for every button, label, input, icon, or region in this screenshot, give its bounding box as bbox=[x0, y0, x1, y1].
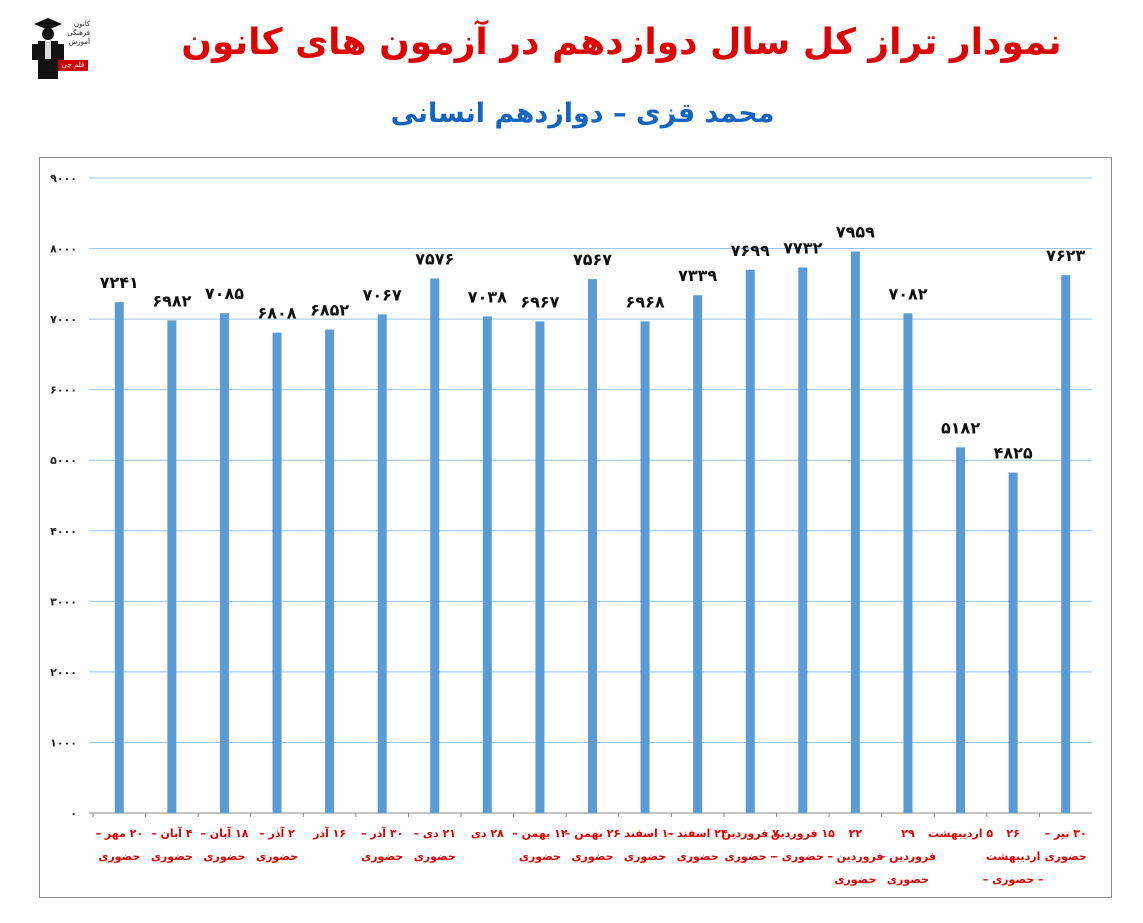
bar bbox=[640, 321, 650, 813]
bar bbox=[377, 314, 387, 813]
bar bbox=[167, 320, 177, 813]
data-label: ۵۱۸۲ bbox=[941, 418, 980, 437]
x-tick-label: حضوری bbox=[571, 850, 613, 863]
data-label: ۷۶۲۳ bbox=[1046, 246, 1085, 265]
x-tick-label: ۴ آبان – bbox=[151, 826, 193, 840]
chart-subtitle: محمد قزی – دوازدهم انسانی bbox=[390, 98, 775, 129]
x-tick-label: – حضوری – bbox=[983, 873, 1044, 886]
x-tick-label: حضوری bbox=[361, 850, 403, 863]
y-tick-label: ۷۰۰۰ bbox=[50, 313, 77, 326]
bar bbox=[482, 316, 492, 813]
bar bbox=[1061, 275, 1071, 813]
x-tick-label: حضوری bbox=[256, 850, 298, 863]
data-label: ۶۹۶۷ bbox=[520, 292, 559, 311]
data-label: ۷۲۴۱ bbox=[100, 273, 139, 292]
y-tick-label: ۳۰۰۰ bbox=[50, 595, 77, 608]
x-tick-label: ۱۸ آبان – bbox=[200, 826, 248, 840]
x-tick-label: حضوری bbox=[677, 850, 719, 863]
data-label: ۴۸۲۵ bbox=[994, 444, 1033, 463]
bar bbox=[219, 313, 229, 813]
y-tick-label: ۶۰۰۰ bbox=[50, 384, 77, 397]
logo-text: کانون فرهنگی آموزش bbox=[67, 20, 90, 46]
x-tick-label: ۲۲ bbox=[849, 827, 863, 840]
x-tick-label: ۱۲ بهمن – bbox=[512, 827, 568, 840]
chart-frame bbox=[39, 157, 1112, 898]
x-tick-label: ۲ آذر – bbox=[259, 826, 295, 840]
bar bbox=[1008, 472, 1018, 813]
y-tick-label: ۸۰۰۰ bbox=[50, 243, 77, 256]
x-tick-label: ۲۶ bbox=[1006, 827, 1019, 840]
data-label: ۷۵۶۷ bbox=[573, 250, 612, 269]
bar bbox=[745, 269, 755, 813]
x-tick-label: حضوری bbox=[1045, 850, 1087, 863]
x-tick-label: ۲۸ دی bbox=[471, 827, 504, 840]
data-label: ۷۰۸۲ bbox=[888, 284, 927, 303]
y-tick-label: ۰ bbox=[70, 807, 77, 820]
x-tick-label: اردیبهشت bbox=[986, 850, 1040, 863]
data-label: ۶۸۰۸ bbox=[257, 304, 296, 323]
bar bbox=[588, 279, 597, 814]
bar bbox=[798, 267, 808, 813]
x-tick-label: – حضوری – bbox=[772, 850, 833, 863]
x-tick-label: ۲۴ اسفند – bbox=[668, 827, 728, 840]
x-tick-label: ۷ فروردین bbox=[722, 827, 780, 840]
bar bbox=[272, 332, 282, 813]
data-label: ۷۰۳۸ bbox=[468, 287, 507, 306]
data-label: ۷۹۵۹ bbox=[836, 222, 875, 241]
logo-tag: قلم چی bbox=[58, 60, 88, 71]
x-tick-label: حضوری bbox=[414, 850, 456, 863]
x-tick-label: ۱۰ اسفند – bbox=[615, 827, 675, 840]
y-tick-label: ۹۰۰۰ bbox=[50, 172, 77, 185]
bar bbox=[693, 295, 703, 814]
x-tick-label: ۱۵ فروردین bbox=[771, 827, 835, 840]
bar bbox=[956, 447, 966, 813]
x-tick-label: ۲۹ bbox=[901, 827, 915, 840]
x-tick-label: حضوری bbox=[519, 850, 561, 863]
x-tick-label: حضوری bbox=[203, 850, 245, 863]
data-label: ۷۷۳۲ bbox=[783, 238, 822, 257]
y-tick-label: ۵۰۰۰ bbox=[50, 454, 77, 467]
bar bbox=[850, 251, 860, 813]
x-tick-label: ۵ اردیبهشت bbox=[928, 827, 993, 840]
x-tick-label: ۱۶ آذر bbox=[312, 826, 346, 840]
data-label: ۷۳۳۹ bbox=[678, 266, 717, 285]
data-label: ۶۹۶۸ bbox=[626, 292, 665, 311]
logo-figure-icon bbox=[32, 18, 64, 79]
data-label: ۷۰۸۵ bbox=[205, 284, 244, 303]
bar bbox=[325, 329, 335, 813]
x-tick-label: – حضوری bbox=[725, 850, 776, 863]
x-tick-label: حضوری bbox=[624, 850, 666, 863]
x-tick-label: ۲۶ بهمن – bbox=[565, 827, 620, 840]
bar bbox=[903, 313, 913, 813]
data-label: ۷۶۹۹ bbox=[731, 241, 770, 260]
y-tick-label: ۴۰۰۰ bbox=[50, 525, 77, 538]
x-tick-label: ۳۰ آذر – bbox=[361, 826, 403, 840]
x-tick-label: حضوری bbox=[834, 873, 876, 886]
x-tick-label: ۲۱ دی – bbox=[414, 827, 456, 840]
kanoon-logo bbox=[30, 14, 88, 84]
x-tick-label: ۳۰ تیر – bbox=[1045, 827, 1087, 840]
data-label: ۷۰۶۷ bbox=[363, 285, 402, 304]
bar bbox=[430, 278, 440, 814]
chart-title: نمودار تراز کل سال دوازدهم در آزمون های … bbox=[181, 22, 1062, 63]
x-tick-label: حضوری bbox=[98, 850, 140, 863]
y-tick-label: ۲۰۰۰ bbox=[50, 666, 77, 679]
data-label: ۶۸۵۲ bbox=[310, 301, 349, 320]
data-label: ۶۹۸۲ bbox=[152, 291, 191, 310]
bar bbox=[114, 302, 124, 813]
x-tick-label: فروردین – bbox=[827, 850, 883, 863]
x-tick-label: ۲۰ مهر – bbox=[96, 827, 144, 840]
y-tick-label: ۱۰۰۰ bbox=[50, 736, 77, 749]
x-tick-label: حضوری bbox=[887, 873, 929, 886]
x-tick-label: حضوری bbox=[151, 850, 193, 863]
x-tick-label: فروردین – bbox=[880, 850, 936, 863]
bar bbox=[535, 321, 545, 813]
data-label: ۷۵۷۶ bbox=[415, 249, 454, 268]
